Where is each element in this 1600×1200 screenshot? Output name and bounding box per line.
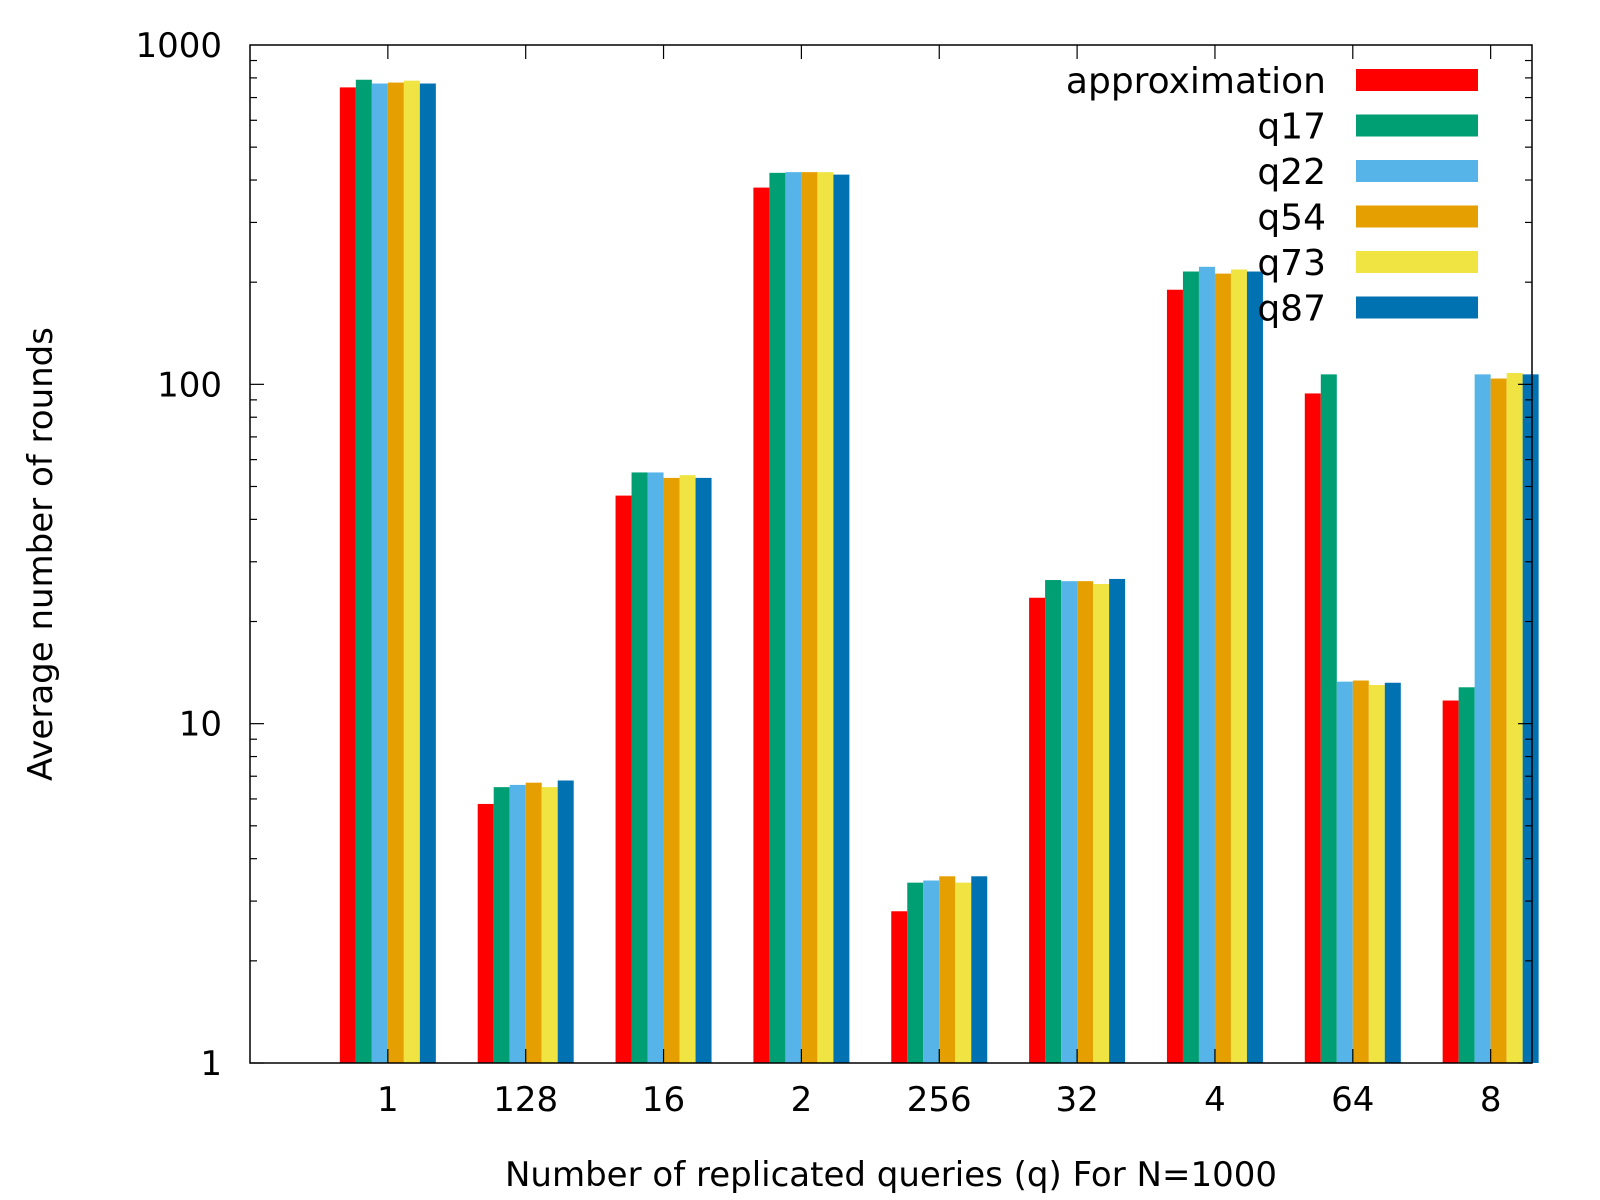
plot-area-frame — [249, 44, 1533, 1064]
bar-q87-32 — [1109, 578, 1126, 1063]
legend-label-q54: q54 — [1257, 198, 1326, 239]
legend-swatch-q22 — [1356, 160, 1478, 182]
legend-swatch-q17 — [1356, 114, 1478, 137]
x-tick-label: 2 — [791, 1080, 813, 1120]
bar-approximation-2 — [753, 187, 770, 1063]
bar-q73-8 — [1506, 372, 1523, 1063]
bar-q22-256 — [923, 880, 940, 1063]
bar-q87-4 — [1246, 271, 1263, 1063]
x-tick-label: 1 — [377, 1080, 399, 1120]
bar-q22-32 — [1061, 581, 1078, 1063]
legend-label-q22: q22 — [1257, 152, 1326, 193]
bars-layer — [339, 79, 1539, 1064]
bar-q22-1 — [371, 83, 388, 1064]
bar-approximation-256 — [891, 911, 908, 1063]
y-tick-label: 10 — [179, 705, 222, 745]
bar-q22-128 — [509, 784, 526, 1063]
bar-q54-256 — [939, 876, 956, 1063]
y-tick-label: 1 — [200, 1044, 222, 1084]
bar-q17-16 — [631, 472, 648, 1064]
bar-q54-1 — [387, 82, 404, 1064]
legend-swatch-q73 — [1356, 251, 1478, 273]
bar-q54-16 — [663, 477, 680, 1063]
x-axis-tick-labels: 1 128 16 2 256 32 4 64 8 — [377, 1080, 1501, 1120]
bar-q54-128 — [525, 782, 542, 1063]
bar-q17-128 — [493, 787, 510, 1063]
bar-q17-256 — [907, 882, 924, 1063]
bar-q54-64 — [1352, 680, 1369, 1063]
legend-label-q73: q73 — [1257, 243, 1326, 284]
bar-q22-8 — [1474, 374, 1491, 1063]
y-tick-label: 100 — [157, 365, 222, 405]
y-axis-title: Average number of rounds — [21, 327, 61, 781]
x-tick-label: 8 — [1480, 1080, 1502, 1120]
bar-approximation-8 — [1442, 700, 1459, 1063]
bar-approximation-16 — [615, 495, 632, 1064]
bar-q17-32 — [1045, 580, 1062, 1063]
bar-approximation-128 — [477, 803, 494, 1063]
y-tick-label: 1000 — [135, 26, 222, 66]
axis-ticks — [250, 45, 1532, 1064]
legend-swatch-q87 — [1356, 296, 1478, 319]
bar-q54-32 — [1077, 581, 1094, 1063]
bar-q87-1 — [419, 83, 436, 1064]
x-tick-label: 64 — [1331, 1080, 1374, 1120]
legend-label-q87: q87 — [1257, 289, 1326, 330]
bar-q22-2 — [785, 172, 802, 1063]
legend-label-q17: q17 — [1257, 107, 1326, 148]
x-tick-label: 4 — [1204, 1080, 1226, 1120]
bar-q54-8 — [1490, 378, 1507, 1063]
bar-q17-8 — [1458, 687, 1475, 1063]
bar-q87-64 — [1384, 682, 1401, 1063]
bar-q17-4 — [1182, 271, 1199, 1063]
bar-approximation-32 — [1029, 597, 1046, 1063]
y-axis-tick-labels: 1 10 100 1000 — [135, 26, 222, 1084]
bar-q22-4 — [1198, 266, 1215, 1064]
bar-q87-2 — [833, 174, 850, 1063]
bar-approximation-1 — [339, 87, 356, 1064]
bar-q73-1 — [403, 80, 420, 1063]
bar-approximation-4 — [1166, 289, 1183, 1064]
bar-q17-1 — [355, 79, 372, 1064]
bar-q73-16 — [679, 475, 696, 1063]
bar-q73-128 — [541, 787, 558, 1063]
bar-q73-2 — [817, 172, 834, 1063]
bar-q17-64 — [1320, 374, 1337, 1063]
bar-q73-32 — [1093, 583, 1110, 1063]
x-tick-label: 32 — [1055, 1080, 1098, 1120]
bar-q22-64 — [1336, 681, 1353, 1063]
bar-approximation-64 — [1304, 393, 1321, 1064]
x-tick-label: 16 — [642, 1080, 685, 1120]
legend-label-approximation: approximation — [1066, 61, 1326, 102]
bar-q87-8 — [1522, 374, 1539, 1063]
bar-q54-2 — [801, 172, 818, 1063]
legend-swatch-approximation — [1356, 69, 1478, 91]
x-tick-label: 128 — [493, 1080, 558, 1120]
bar-q87-16 — [695, 477, 712, 1063]
bar-q73-4 — [1230, 269, 1247, 1063]
legend-swatch-q54 — [1356, 205, 1478, 228]
bar-q17-2 — [769, 172, 786, 1064]
bar-q73-64 — [1368, 685, 1385, 1063]
x-tick-label: 256 — [907, 1080, 972, 1120]
bar-q87-128 — [557, 780, 574, 1063]
bar-q54-4 — [1214, 273, 1231, 1064]
bar-q87-256 — [971, 876, 988, 1063]
x-axis-title: Number of replicated queries (q) For N=1… — [505, 1155, 1277, 1195]
bar-q22-16 — [647, 472, 664, 1064]
bar-q73-256 — [955, 882, 972, 1063]
